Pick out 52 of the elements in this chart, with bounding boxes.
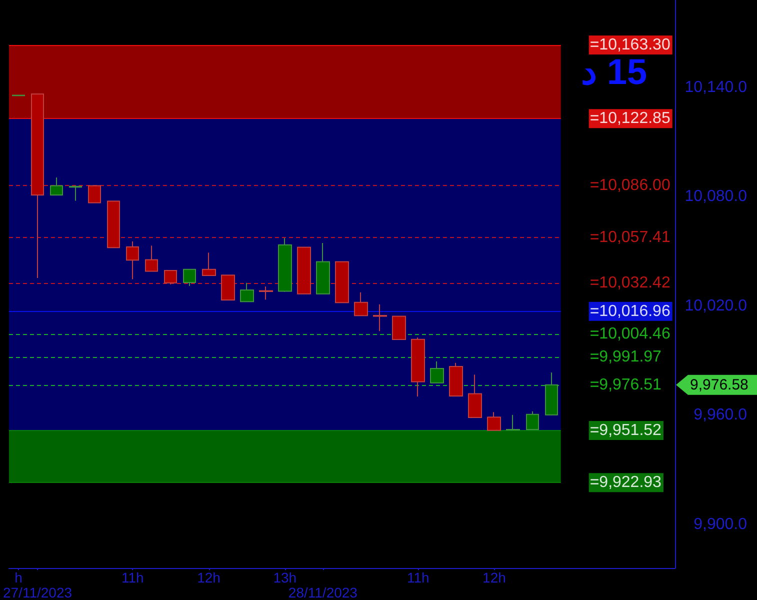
candlestick <box>335 261 349 304</box>
candlestick <box>354 292 368 316</box>
y-tick-label: 10,140.0 <box>684 78 748 96</box>
ref-line-label: =9,951.52 <box>590 422 662 440</box>
candlestick <box>449 362 463 396</box>
candlestick <box>392 316 406 340</box>
x-tick-label: 12h <box>482 570 506 586</box>
text: 9,976.58 <box>690 376 748 394</box>
ref-line-label: =10,004.46 <box>590 326 670 343</box>
candlestick <box>487 412 501 431</box>
candlestick <box>31 93 44 278</box>
candlestick <box>202 252 216 276</box>
candlestick <box>221 274 235 301</box>
ref-line-label: =10,163.30 <box>590 36 670 54</box>
y-tick-label: 10,020.0 <box>684 297 748 314</box>
candlestick <box>411 337 425 398</box>
candlestick <box>373 304 387 332</box>
x-tick-label: 11h <box>406 570 430 586</box>
x-tick-label: h <box>14 570 22 586</box>
ref-line-label: =9,976.51 <box>590 376 662 394</box>
candlestick <box>107 200 120 248</box>
candlestick <box>297 246 311 294</box>
x-tick-label: 11h <box>121 570 144 586</box>
ref-line-label: =10,122.85 <box>590 110 670 128</box>
ref-line-label: =10,086.00 <box>590 177 670 194</box>
x-tick-label: 12h <box>197 570 220 586</box>
candlestick <box>183 268 196 287</box>
candlestick <box>88 185 101 204</box>
x-tick-label: 28/11/2023 <box>288 584 358 600</box>
candlestick <box>240 282 254 302</box>
candlestick <box>468 374 482 418</box>
ref-line-label: =10,016.96 <box>590 302 670 320</box>
candlestick <box>316 242 330 294</box>
candlestick <box>430 360 444 384</box>
y-tick-label: 10,080.0 <box>684 188 748 206</box>
ref-line-label: =10,032.42 <box>590 274 670 292</box>
candlestick <box>50 177 63 196</box>
x-tick-label: 13h <box>273 570 297 586</box>
y-tick-label: 9,960.0 <box>694 406 748 424</box>
ref-line-label: =10,057.41 <box>590 229 670 246</box>
candlestick <box>278 238 292 292</box>
y-tick-label: 9,900.0 <box>694 516 748 533</box>
x-tick-label: 27/11/2023 <box>2 584 72 600</box>
candlestick <box>145 245 158 272</box>
candlestick <box>259 286 273 300</box>
annotation: 15 د <box>581 51 648 92</box>
candlestick <box>126 240 139 280</box>
candlestick <box>164 270 177 285</box>
candlestick <box>69 185 82 202</box>
ref-line-label: =9,991.97 <box>590 348 662 366</box>
candlestick <box>545 372 558 416</box>
ref-line-label: =9,922.93 <box>590 474 662 492</box>
